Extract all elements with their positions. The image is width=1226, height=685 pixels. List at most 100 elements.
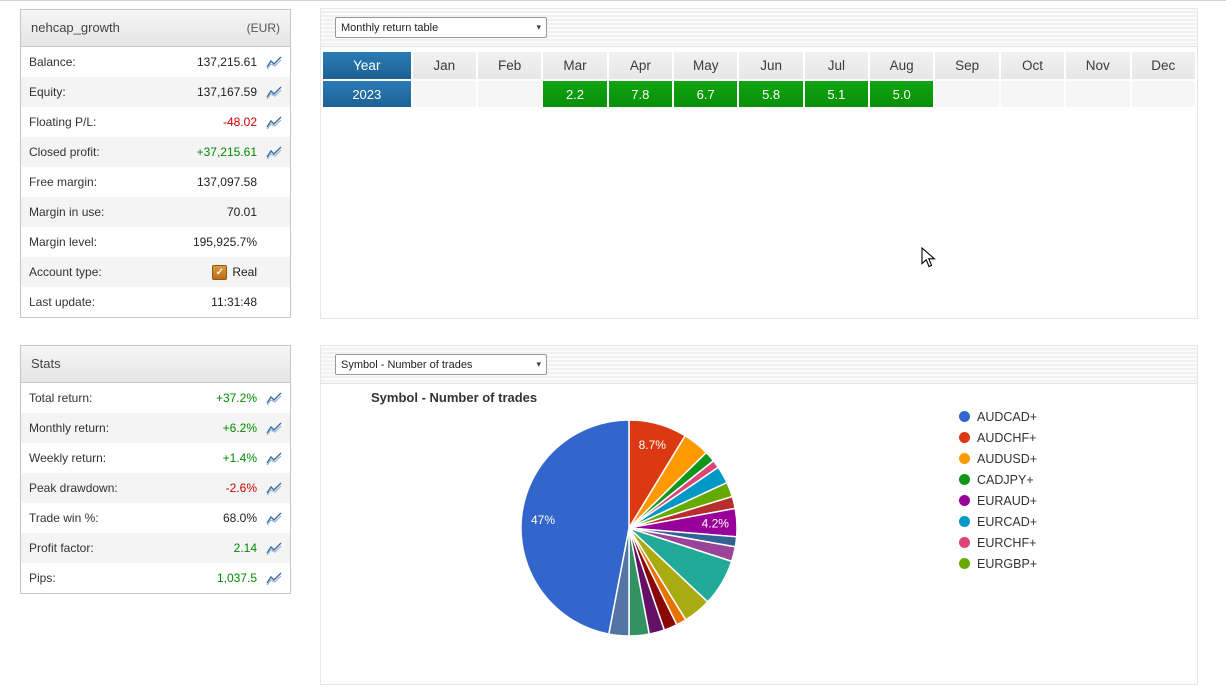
table-month-cell: 7.8 [608, 81, 672, 107]
stat-row: Last update: 11:31:48 [21, 287, 290, 317]
row-value: 137,097.58 [197, 175, 257, 189]
stat-row: Pips: 1,037.5 [21, 563, 290, 593]
monthly-return-panel: Monthly return table ▾ Year Jan Feb Mar Apr M… [320, 8, 1198, 319]
row-value: 1,037.5 [217, 571, 257, 585]
row-label: Monthly return: [29, 421, 110, 435]
monthly-return-table: Year Jan Feb Mar Apr May Jun Jul Aug Sep Oct Nov Dec… [321, 50, 1197, 109]
row-value-text: +1.4% [222, 451, 257, 465]
row-value: +1.4% [223, 451, 257, 465]
row-label: Free margin: [29, 175, 98, 189]
pie-slice-label: 47% [531, 513, 555, 527]
row-value-text: 2.14 [233, 541, 257, 555]
chevron-down-icon: ▾ [536, 22, 541, 32]
row-value-text: -2.6% [225, 481, 257, 495]
stat-row: Balance: 137,215.61 [21, 47, 290, 77]
row-value: +37,215.61 [197, 145, 257, 159]
row-label: Trade win %: [29, 511, 99, 525]
row-label: Margin level: [29, 235, 98, 249]
stat-row: Floating P/L: -48.02 [21, 107, 290, 137]
legend-color-dot [959, 453, 970, 464]
page-top-divider [0, 0, 1226, 1]
row-label: Weekly return: [29, 451, 107, 465]
legend-item-cadjpy: CADJPY+ [959, 469, 1037, 490]
table-header-sep: Sep [935, 52, 999, 79]
table-month-cell: 5.1 [804, 81, 868, 107]
symbol-view-dropdown[interactable]: Symbol - Number of trades ▾ [335, 354, 547, 375]
symbol-trades-pie-chart: 8.7% 4.2% 47% [520, 419, 738, 637]
table-month-cell: 6.7 [673, 81, 738, 107]
mouse-cursor [921, 247, 936, 268]
legend-color-dot [959, 411, 970, 422]
row-value-text: 1,037.5 [216, 571, 257, 585]
pie-legend: AUDCAD+ AUDCHF+ AUDUSD+ CADJPY+ EURAUD+ EURCA… [959, 406, 1037, 574]
table-month-cell: 5.8 [739, 81, 803, 107]
table-header-jul: Jul [804, 52, 868, 79]
row-value: 70.01 [227, 205, 257, 219]
chart-icon[interactable] [262, 542, 282, 555]
legend-label: EURCHF+ [977, 535, 1037, 550]
chevron-down-icon: ▾ [536, 359, 541, 369]
legend-color-dot [959, 558, 970, 569]
stats-panel-header: Stats [21, 346, 290, 383]
pie-chart-title: Symbol - Number of trades [371, 390, 538, 405]
chart-icon[interactable] [262, 146, 282, 159]
pie-slice-label: 4.2% [702, 517, 730, 531]
table-month-cell [412, 81, 476, 107]
account-name: nehcap_growth [31, 20, 120, 35]
chart-icon[interactable] [262, 392, 282, 405]
chart-icon[interactable] [262, 482, 282, 495]
legend-label: EURAUD+ [977, 493, 1038, 508]
stat-row: Free margin: 137,097.58 [21, 167, 290, 197]
table-month-cell: 2.2 [543, 81, 607, 107]
table-header-jan: Jan [412, 52, 476, 79]
row-label: Closed profit: [29, 145, 100, 159]
row-value: -2.6% [226, 481, 257, 495]
row-value-text: -48.02 [222, 115, 257, 129]
legend-color-dot [959, 432, 970, 443]
row-value: ✓ Real [212, 264, 257, 280]
legend-item-eurchf: EURCHF+ [959, 532, 1037, 553]
chart-icon[interactable] [262, 452, 282, 465]
symbol-panel-toolbar: Symbol - Number of trades ▾ [321, 346, 1197, 384]
row-value-text: 70.01 [226, 205, 257, 219]
table-month-cell [935, 81, 999, 107]
legend-label: CADJPY+ [977, 472, 1034, 487]
chart-icon[interactable] [262, 572, 282, 585]
table-header-dec: Dec [1131, 52, 1195, 79]
table-month-cell [1000, 81, 1065, 107]
chart-icon[interactable] [262, 422, 282, 435]
symbol-view-dropdown-value: Symbol - Number of trades [341, 358, 473, 371]
row-label: Pips: [29, 571, 56, 585]
row-label: Equity: [29, 85, 66, 99]
stat-row: Monthly return: +6.2% [21, 413, 290, 443]
row-value: 137,167.59 [197, 85, 257, 99]
stat-row: Margin level: 195,925.7% [21, 227, 290, 257]
stat-row: Total return: +37.2% [21, 383, 290, 413]
legend-label: AUDCHF+ [977, 430, 1037, 445]
table-header-oct: Oct [1000, 52, 1065, 79]
legend-item-audusd: AUDUSD+ [959, 448, 1037, 469]
real-account-checkbox-icon: ✓ [212, 264, 228, 280]
row-value: 137,215.61 [197, 55, 257, 69]
chart-icon[interactable] [262, 86, 282, 99]
row-value-text: Real [232, 265, 257, 279]
legend-label: EURGBP+ [977, 556, 1038, 571]
table-header-apr: Apr [608, 52, 672, 79]
row-value-text: 11:31:48 [211, 295, 257, 309]
monthly-view-dropdown[interactable]: Monthly return table ▾ [335, 17, 547, 38]
chart-icon[interactable] [262, 56, 282, 69]
row-value-text: 137,215.61 [196, 55, 257, 69]
monthly-view-dropdown-value: Monthly return table [341, 21, 439, 34]
chart-icon[interactable] [262, 512, 282, 525]
chart-icon[interactable] [262, 116, 282, 129]
row-label: Account type: [29, 265, 102, 279]
row-value: 195,925.7% [193, 235, 257, 249]
stat-row: Weekly return: +1.4% [21, 443, 290, 473]
account-rows: Balance: 137,215.61 Equity: 137,167.59 Float… [21, 47, 290, 317]
table-header-feb: Feb [477, 52, 542, 79]
row-value-text: 137,167.59 [196, 85, 257, 99]
row-label: Last update: [29, 295, 96, 309]
row-value: +37.2% [216, 391, 257, 405]
stat-row: Peak drawdown: -2.6% [21, 473, 290, 503]
row-value: -48.02 [223, 115, 257, 129]
